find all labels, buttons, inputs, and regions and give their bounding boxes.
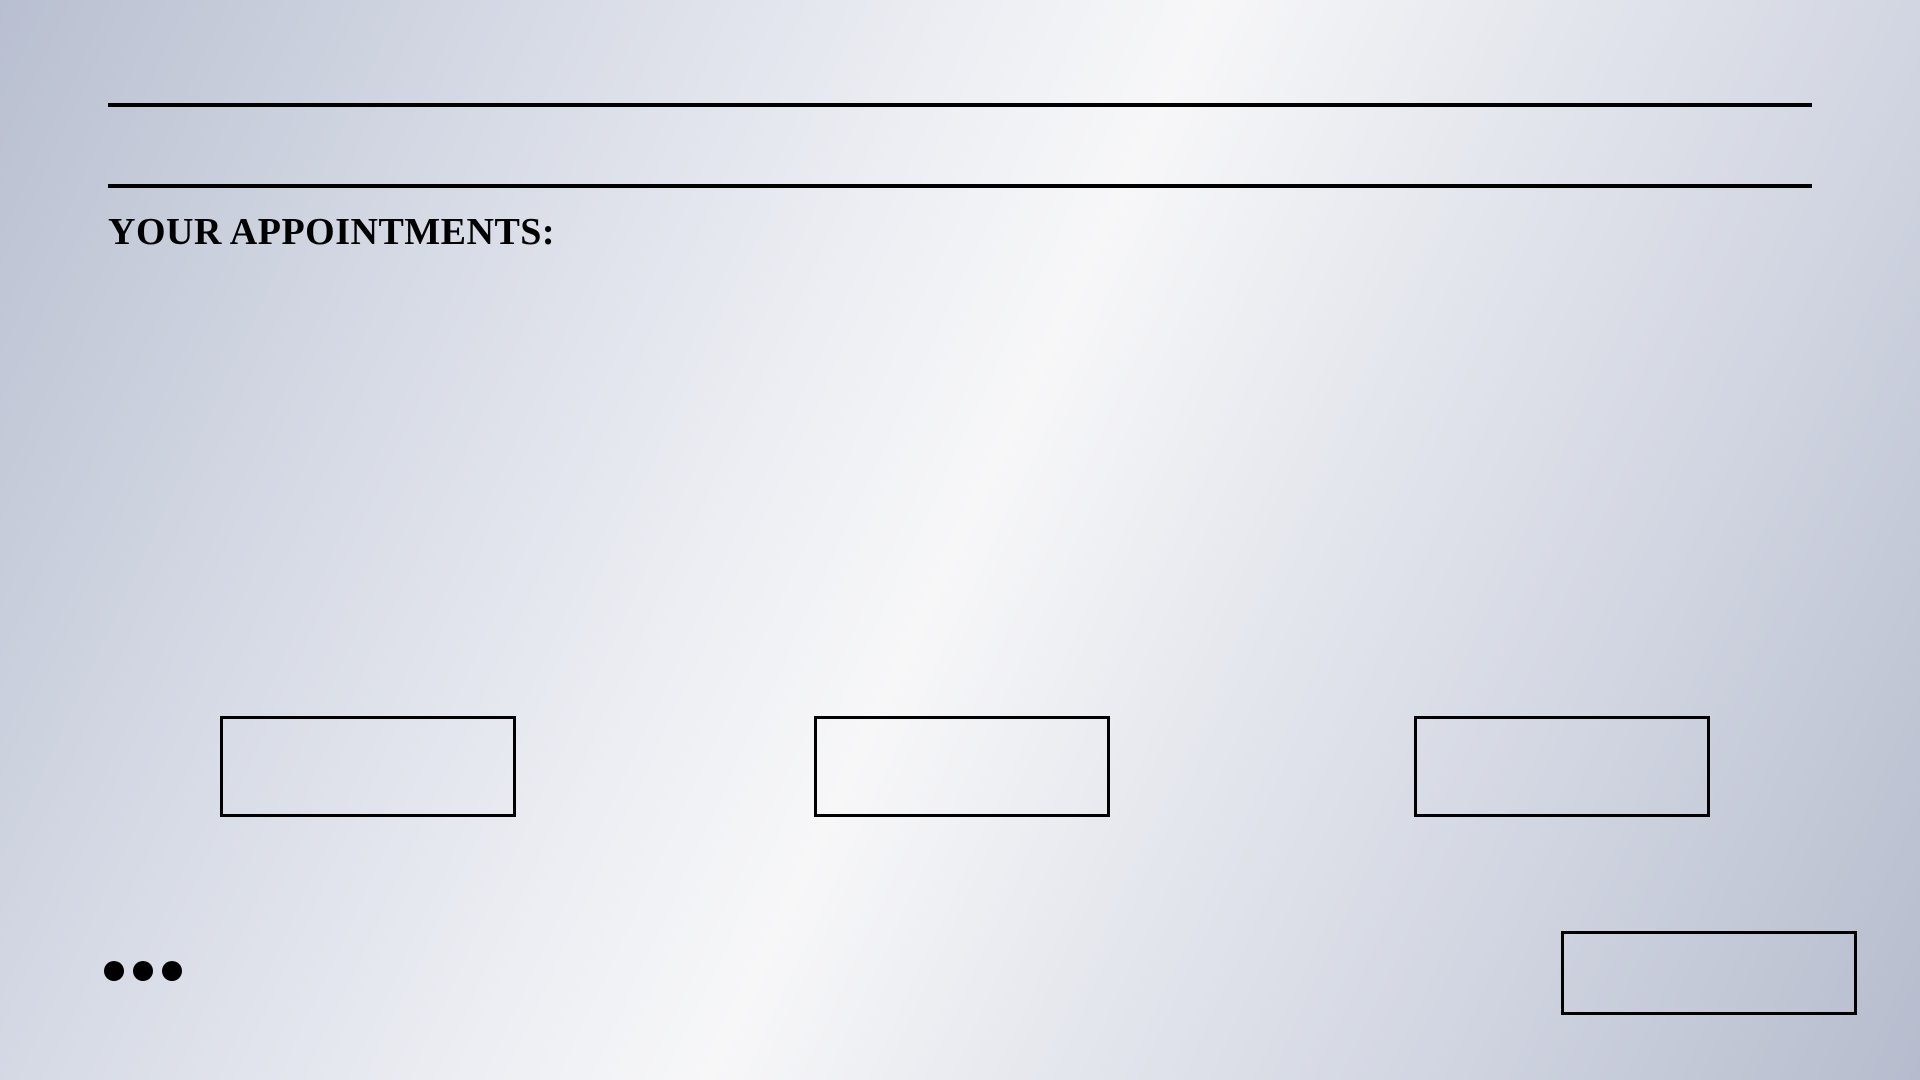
more-options-button[interactable] xyxy=(104,956,190,986)
more-dot-icon xyxy=(104,961,124,981)
appointment-slot-1[interactable] xyxy=(220,716,516,817)
top-divider xyxy=(108,103,1812,107)
header-divider xyxy=(108,184,1812,188)
footer-action-button[interactable] xyxy=(1561,931,1857,1015)
appointments-heading: YOUR APPOINTMENTS: xyxy=(108,211,556,253)
more-dot-icon xyxy=(162,961,182,981)
appointment-slot-3[interactable] xyxy=(1414,716,1710,817)
appointment-slot-2[interactable] xyxy=(814,716,1110,817)
more-dot-icon xyxy=(133,961,153,981)
